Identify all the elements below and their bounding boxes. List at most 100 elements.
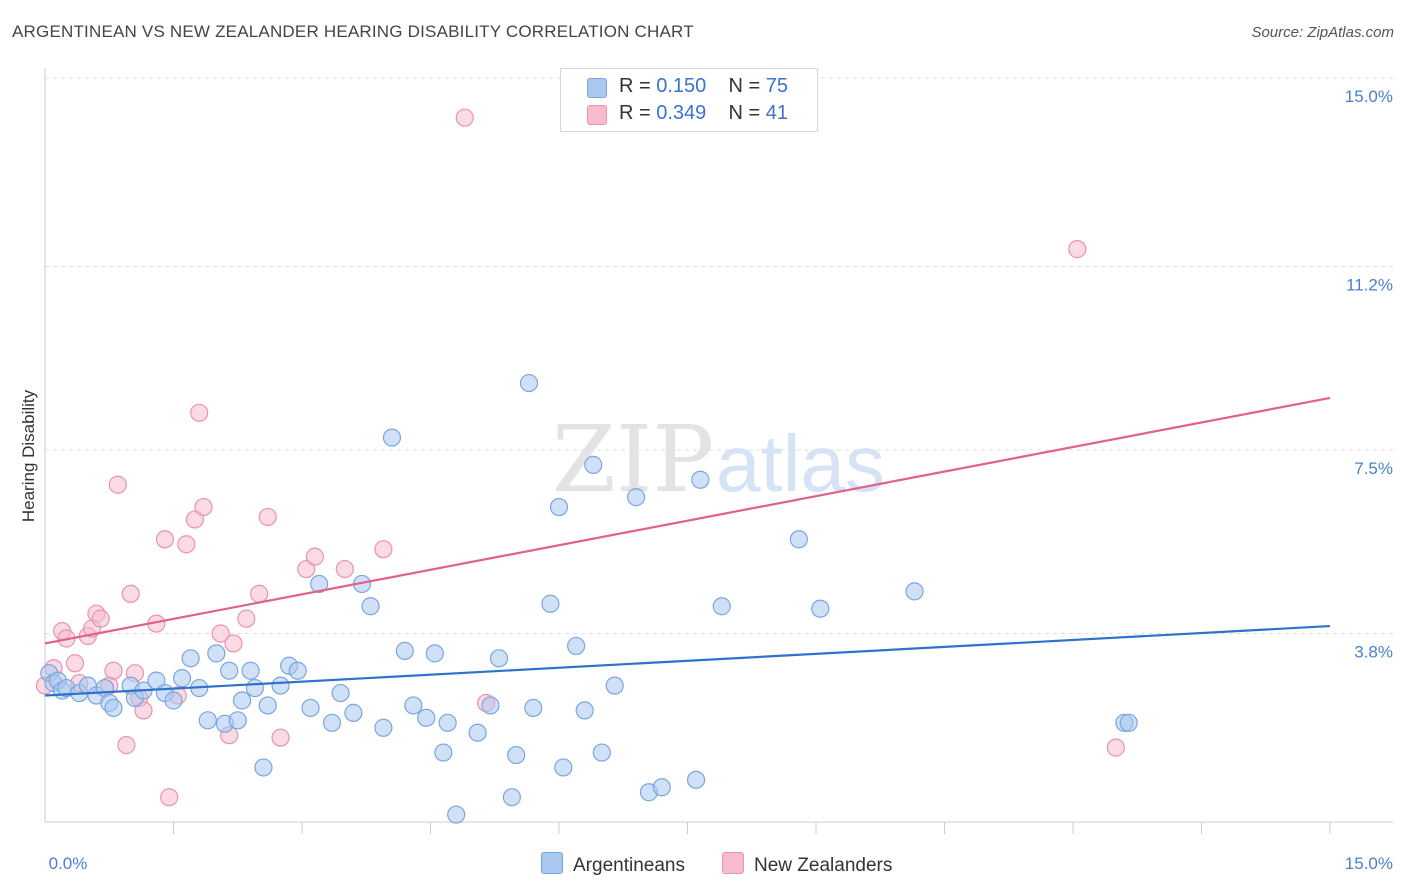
argentineans-point [575,701,594,720]
new-zealanders-point [258,507,277,527]
argentineans-point [468,723,487,742]
argentineans-point [417,708,436,727]
series-argentineans-points [40,373,1138,824]
new-zealanders-point [108,475,127,494]
grid-lines [45,77,1393,635]
y-tick-label: 11.2% [1346,275,1393,294]
argentineans-point [220,661,239,680]
argentineans-point [395,641,414,660]
new-zealanders-point [211,624,230,643]
new-zealanders-point [305,547,324,566]
legend-swatch-blue [541,852,563,874]
legend-r-value: 0.150 [656,75,707,97]
new-zealanders-point [374,540,393,559]
bottom-legend-new-zealanders: New Zealanders [722,852,892,877]
argentineans-point [481,696,500,715]
argentineans-point [382,428,402,447]
argentineans-point [374,718,393,737]
trend-lines [44,396,1331,697]
new-zealanders-point [185,510,205,529]
axis-labels: 3.8% 7.5% 11.2% 15.0% 0.0% 15.0% [49,87,1393,873]
argentineans-point [567,636,586,656]
argentineans-point [271,676,290,695]
y-tick-label: 7.5% [1354,459,1393,478]
new-zealanders-point [160,788,179,807]
argentineans-point [310,574,329,594]
argentineans-point [228,711,247,730]
argentineans-point [172,669,192,688]
argentineans-point [434,743,453,762]
legend: R = 0.150 N = 75 R = 0.349 N = 41 [560,68,818,132]
axes [44,68,1393,834]
watermark-atlas: atlas [716,419,885,508]
new-zealanders-point [155,530,175,549]
argentineans-point [241,661,260,680]
argentineans-point [549,497,569,517]
y-axis-title: Hearing Disability [19,389,38,522]
new-zealanders-point [190,403,209,422]
argentineans-point [164,691,183,710]
argentineans-point [447,805,466,824]
new-zealanders-point [65,654,85,673]
legend-label-new-zealanders: New Zealanders [754,855,893,876]
legend-r-value: 0.349 [656,102,707,124]
new-zealanders-point [224,634,243,653]
argentineans-point [232,691,252,710]
argentineans-point [541,594,560,613]
chart-title: ARGENTINEAN VS NEW ZEALANDER HEARING DIS… [12,22,694,41]
argentineans-point [686,770,706,789]
legend-n-label: N = [728,75,761,97]
new-zealanders-point [104,661,123,680]
argentineans-point [361,597,380,616]
new-zealanders-trend-line [44,396,1331,645]
new-zealanders-point [297,559,316,579]
new-zealanders-point [134,701,153,720]
argentineans-point [489,649,509,668]
argentineans-point [181,649,200,668]
argentineans-point [438,713,457,732]
argentineans-point [258,696,277,715]
argentineans-point [524,698,543,718]
argentineans-point [712,597,731,616]
y-tick-label: 15.0% [1345,87,1393,106]
new-zealanders-point [91,609,110,628]
argentineans-point [322,713,342,732]
argentineans-point [245,678,264,698]
argentineans-point [301,698,320,718]
legend-r-label: R = [619,102,651,124]
legend-r-label: R = [619,75,651,97]
legend-swatch-pink [722,852,744,874]
new-zealanders-point [117,736,136,755]
new-zealanders-point [335,559,354,579]
bottom-legend-argentineans: Argentineans [541,852,685,877]
argentineans-point [207,644,226,663]
argentineans-point [254,758,273,777]
argentineans-point [605,676,624,695]
legend-n-label: N = [728,102,761,124]
argentineans-point [652,778,671,797]
new-zealanders-point [455,108,474,127]
argentineans-trend-line [44,624,1331,697]
legend-label-argentineans: Argentineans [573,855,685,876]
x-tick-label: 15.0% [1345,854,1393,873]
argentineans-point [584,455,603,474]
new-zealanders-point [1106,738,1125,757]
legend-n-value: 75 [765,75,789,97]
argentineans-point [331,683,350,703]
legend-swatch-pink [587,105,607,125]
source-label: Source: ZipAtlas.com [1251,24,1394,41]
x-tick-label: 0.0% [49,854,88,873]
argentineans-point [104,698,123,718]
argentineans-point [789,530,808,549]
new-zealanders-point [121,584,140,603]
legend-n-value: 41 [765,102,789,124]
argentineans-point [425,644,444,663]
legend-swatch-blue [587,78,607,98]
new-zealanders-point [250,584,269,603]
new-zealanders-point [177,535,196,554]
watermark: ZIP atlas [552,406,885,513]
argentineans-point [554,758,573,777]
new-zealanders-point [271,728,290,747]
y-tick-label: 3.8% [1354,643,1393,662]
